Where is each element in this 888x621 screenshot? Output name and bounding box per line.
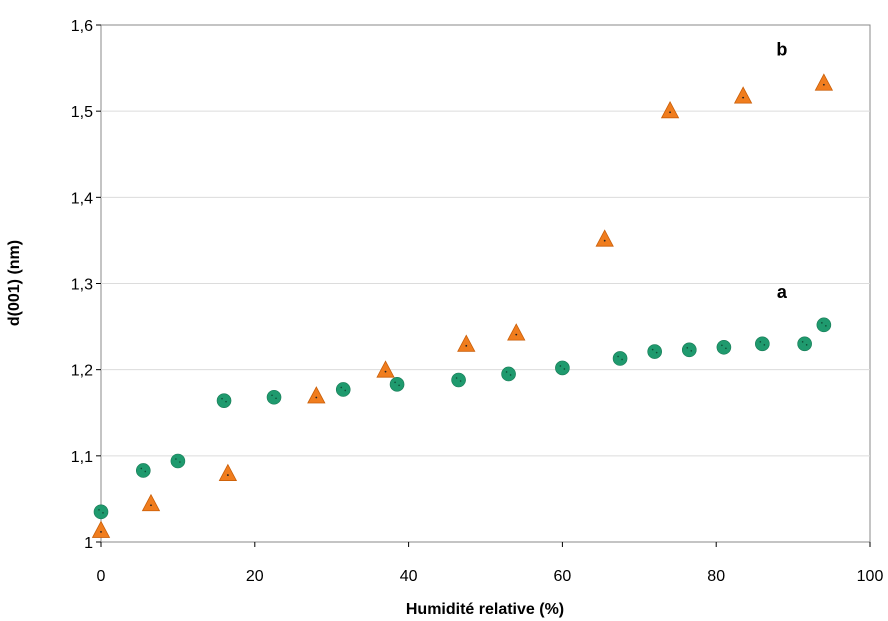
x-tick-label: 0 [97,568,106,585]
point-texture [822,83,825,86]
series-labels: ab [776,40,787,302]
gridlines [96,24,871,547]
x-tick-label: 60 [554,568,572,585]
point-series-a [266,389,282,405]
point-texture [271,394,273,397]
series-label-b: b [776,40,787,60]
point-texture [275,397,277,400]
point-texture [226,474,229,476]
point-texture [621,358,623,361]
point-series-b [660,100,680,119]
point-texture [459,380,462,382]
point-texture [102,512,104,514]
point-texture [805,344,808,346]
point-series-a [681,342,697,358]
y-tick-labels: 1 1,1 1,2 1,3 1,4 1,5 1,6 [71,18,93,552]
point-texture [344,389,347,392]
point-texture [825,325,827,327]
point-texture [100,531,102,533]
point-texture [725,347,727,350]
point-series-a [501,366,516,382]
point-series-b [218,463,238,481]
point-texture [98,509,100,511]
point-texture [742,96,745,99]
point-texture [455,377,458,379]
point-texture [394,381,396,384]
point-texture [515,333,518,336]
point-series-b [733,86,753,104]
point-texture [384,370,387,373]
y-axis-title: d(001) (nm) [6,240,23,326]
point-texture [315,396,318,399]
x-tick-label: 100 [857,568,884,585]
point-texture [690,350,693,352]
y-tick-label: 1 [84,535,93,552]
point-texture [563,368,566,370]
point-texture [651,348,654,351]
point-texture [140,467,143,470]
point-series-a [93,504,109,520]
point-texture [465,344,468,347]
point-texture [144,470,147,473]
x-tick-label: 20 [246,568,264,585]
y-tick-label: 1,6 [71,18,93,35]
point-texture [763,344,766,346]
point-texture [398,384,400,387]
point-texture [221,397,223,400]
point-series-b [91,520,111,538]
point-series-b [307,386,326,404]
point-series-a [170,453,186,469]
x-axis-title: Humidité relative (%) [406,601,564,618]
point-series-a [647,344,662,359]
point-series-a [216,393,232,408]
point-texture [175,458,177,460]
point-texture [821,322,823,324]
series-label-a: a [777,282,788,302]
point-series-a [335,382,351,397]
y-tick-label: 1,4 [71,190,93,207]
point-texture [686,347,689,349]
y-tick-label: 1,5 [71,104,93,121]
point-series-b [507,323,526,341]
point-texture [505,371,508,373]
x-tick-labels: 0 20 40 60 80 100 [97,568,884,585]
point-series-a [135,463,151,478]
y-tick-label: 1,1 [71,449,93,466]
point-series-b [595,229,614,247]
point-series-a [816,317,832,333]
point-texture [225,400,227,403]
point-texture [340,386,343,389]
x-tick-label: 40 [400,568,418,585]
point-series-b [814,73,834,91]
point-series-a [389,377,405,392]
point-series-a [797,336,812,352]
point-series-a [555,360,570,376]
point-texture [509,374,512,376]
point-texture [603,239,606,242]
point-texture [655,351,658,354]
y-tick-label: 1,3 [71,277,93,294]
point-series-b [141,493,161,512]
point-texture [179,461,181,463]
point-series-a [612,351,628,366]
point-texture [721,344,723,347]
point-texture [617,355,619,358]
point-texture [801,341,804,343]
point-series-b [457,334,476,352]
y-tick-label: 1,2 [71,363,93,380]
x-tick-label: 80 [707,568,725,585]
point-texture [150,504,152,507]
data-points [91,73,834,538]
point-series-a [451,372,466,388]
point-series-b [376,360,395,378]
point-texture [559,365,562,367]
point-texture [669,111,671,114]
point-texture [759,341,762,343]
point-series-a [716,339,732,355]
point-series-a [755,336,770,352]
